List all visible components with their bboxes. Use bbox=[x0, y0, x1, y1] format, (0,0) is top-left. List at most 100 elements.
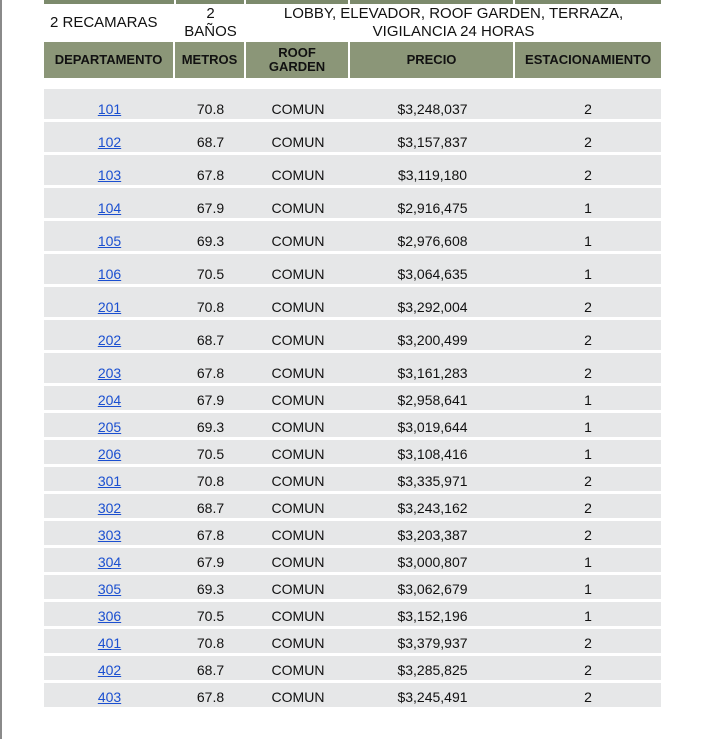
departamento-link[interactable]: 403 bbox=[97, 689, 122, 705]
cell-estacionamiento: 2 bbox=[515, 653, 662, 680]
departamento-link[interactable]: 103 bbox=[97, 167, 122, 183]
cell-estacionamiento: 2 bbox=[515, 491, 662, 518]
cell-departamento: 203 bbox=[44, 350, 175, 383]
cell-metros: 67.9 bbox=[175, 545, 246, 572]
departamento-link[interactable]: 304 bbox=[97, 554, 122, 570]
departamento-link[interactable]: 201 bbox=[97, 299, 122, 315]
cell-departamento: 101 bbox=[44, 86, 175, 119]
cell-precio: $2,958,641 bbox=[350, 383, 515, 410]
cell-roof-garden: COMUN bbox=[246, 152, 350, 185]
summary-recamaras: 2 RECAMARAS bbox=[44, 4, 175, 42]
cell-precio: $2,976,608 bbox=[350, 218, 515, 251]
cell-roof-garden: COMUN bbox=[246, 185, 350, 218]
cell-precio: $3,200,499 bbox=[350, 317, 515, 350]
summary-banos-count: 2 bbox=[206, 5, 215, 22]
table-row: 106 70.5 COMUN $3,064,635 1 bbox=[44, 251, 662, 284]
header-spacer bbox=[44, 78, 662, 86]
cell-precio: $3,062,679 bbox=[350, 572, 515, 599]
summary-amenities: LOBBY, ELEVADOR, ROOF GARDEN, TERRAZA, V… bbox=[246, 4, 662, 42]
departamento-link[interactable]: 305 bbox=[97, 581, 122, 597]
cell-precio: $3,152,196 bbox=[350, 599, 515, 626]
departamento-link[interactable]: 303 bbox=[97, 527, 122, 543]
cell-departamento: 103 bbox=[44, 152, 175, 185]
cell-metros: 67.9 bbox=[175, 185, 246, 218]
cell-roof-garden: COMUN bbox=[246, 383, 350, 410]
cell-estacionamiento: 2 bbox=[515, 119, 662, 152]
cell-roof-garden: COMUN bbox=[246, 437, 350, 464]
cell-metros: 67.8 bbox=[175, 350, 246, 383]
cell-metros: 70.8 bbox=[175, 464, 246, 491]
cell-estacionamiento: 2 bbox=[515, 464, 662, 491]
cell-roof-garden: COMUN bbox=[246, 218, 350, 251]
cell-roof-garden: COMUN bbox=[246, 626, 350, 653]
cell-departamento: 306 bbox=[44, 599, 175, 626]
cell-estacionamiento: 1 bbox=[515, 545, 662, 572]
cell-precio: $3,335,971 bbox=[350, 464, 515, 491]
cell-departamento: 201 bbox=[44, 284, 175, 317]
departamento-link[interactable]: 101 bbox=[97, 101, 122, 117]
cell-departamento: 204 bbox=[44, 383, 175, 410]
header-departamento: DEPARTAMENTO bbox=[44, 42, 175, 78]
cell-estacionamiento: 2 bbox=[515, 284, 662, 317]
departamento-link[interactable]: 206 bbox=[97, 446, 122, 462]
cell-roof-garden: COMUN bbox=[246, 410, 350, 437]
cell-estacionamiento: 1 bbox=[515, 218, 662, 251]
cell-estacionamiento: 2 bbox=[515, 152, 662, 185]
departamento-link[interactable]: 204 bbox=[97, 392, 122, 408]
cell-metros: 67.8 bbox=[175, 680, 246, 707]
cell-precio: $3,292,004 bbox=[350, 284, 515, 317]
cell-metros: 69.3 bbox=[175, 410, 246, 437]
table-row: 205 69.3 COMUN $3,019,644 1 bbox=[44, 410, 662, 437]
cell-estacionamiento: 1 bbox=[515, 599, 662, 626]
price-table: 2 RECAMARAS 2 BAÑOS LOBBY, ELEVADOR, ROO… bbox=[44, 4, 662, 707]
departamento-link[interactable]: 106 bbox=[97, 266, 122, 282]
summary-row: 2 RECAMARAS 2 BAÑOS LOBBY, ELEVADOR, ROO… bbox=[44, 4, 662, 42]
page-left-edge bbox=[0, 0, 2, 739]
table-row: 201 70.8 COMUN $3,292,004 2 bbox=[44, 284, 662, 317]
departamento-link[interactable]: 102 bbox=[97, 134, 122, 150]
departamento-link[interactable]: 302 bbox=[97, 500, 122, 516]
departamento-link[interactable]: 205 bbox=[97, 419, 122, 435]
cell-departamento: 403 bbox=[44, 680, 175, 707]
summary-banos: 2 BAÑOS bbox=[175, 4, 246, 42]
cell-precio: $3,157,837 bbox=[350, 119, 515, 152]
cell-metros: 67.8 bbox=[175, 518, 246, 545]
cell-precio: $3,379,937 bbox=[350, 626, 515, 653]
departamento-link[interactable]: 402 bbox=[97, 662, 122, 678]
departamento-link[interactable]: 401 bbox=[97, 635, 122, 651]
departamento-link[interactable]: 203 bbox=[97, 365, 122, 381]
cell-departamento: 304 bbox=[44, 545, 175, 572]
cell-precio: $3,064,635 bbox=[350, 251, 515, 284]
table-row: 203 67.8 COMUN $3,161,283 2 bbox=[44, 350, 662, 383]
table-row: 103 67.8 COMUN $3,119,180 2 bbox=[44, 152, 662, 185]
cell-departamento: 202 bbox=[44, 317, 175, 350]
cell-roof-garden: COMUN bbox=[246, 599, 350, 626]
cell-roof-garden: COMUN bbox=[246, 653, 350, 680]
cell-estacionamiento: 2 bbox=[515, 626, 662, 653]
cell-roof-garden: COMUN bbox=[246, 491, 350, 518]
header-estacionamiento: ESTACIONAMIENTO bbox=[515, 42, 662, 78]
header-precio: PRECIO bbox=[350, 42, 515, 78]
table-row: 403 67.8 COMUN $3,245,491 2 bbox=[44, 680, 662, 707]
table-row: 401 70.8 COMUN $3,379,937 2 bbox=[44, 626, 662, 653]
cell-estacionamiento: 2 bbox=[515, 86, 662, 119]
table-row: 402 68.7 COMUN $3,285,825 2 bbox=[44, 653, 662, 680]
cell-precio: $3,000,807 bbox=[350, 545, 515, 572]
cell-estacionamiento: 1 bbox=[515, 572, 662, 599]
cell-metros: 68.7 bbox=[175, 491, 246, 518]
table-row: 306 70.5 COMUN $3,152,196 1 bbox=[44, 599, 662, 626]
departamento-link[interactable]: 306 bbox=[97, 608, 122, 624]
departamento-link[interactable]: 105 bbox=[97, 233, 122, 249]
header-roof-line1: ROOF bbox=[278, 45, 316, 60]
cell-metros: 70.5 bbox=[175, 599, 246, 626]
cell-departamento: 105 bbox=[44, 218, 175, 251]
departamento-link[interactable]: 104 bbox=[97, 200, 122, 216]
cell-metros: 67.8 bbox=[175, 152, 246, 185]
cell-roof-garden: COMUN bbox=[246, 119, 350, 152]
departamento-link[interactable]: 301 bbox=[97, 473, 122, 489]
cell-metros: 67.9 bbox=[175, 383, 246, 410]
cell-departamento: 104 bbox=[44, 185, 175, 218]
departamento-link[interactable]: 202 bbox=[97, 332, 122, 348]
cell-roof-garden: COMUN bbox=[246, 251, 350, 284]
top-header-strip bbox=[44, 0, 661, 4]
